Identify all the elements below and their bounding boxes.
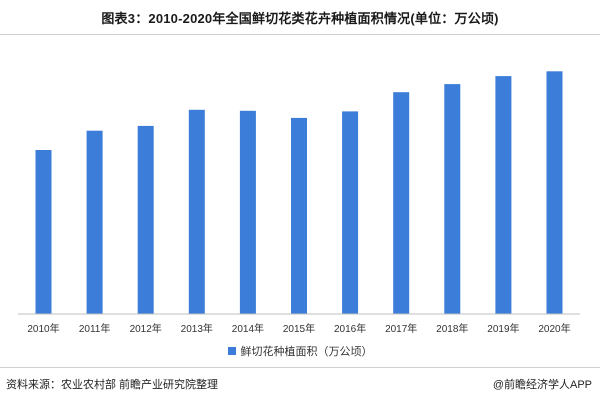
- legend: 鲜切花种植面积（万公顷）: [0, 343, 600, 359]
- x-tick-label: 2012年: [130, 322, 162, 335]
- chart-title: 图表3：2010-2020年全国鲜切花类花卉种植面积情况(单位：万公顷): [101, 11, 499, 26]
- bar-2010年: [35, 150, 52, 314]
- x-tick-label: 2015年: [283, 322, 315, 335]
- bar-2016年: [342, 111, 359, 315]
- bar-2014年: [239, 110, 256, 314]
- bar-series: [35, 71, 563, 315]
- title-divider: [0, 34, 600, 35]
- x-tick-label: 2011年: [79, 322, 111, 335]
- x-tick-label: 2017年: [385, 322, 417, 335]
- bar-2019年: [495, 76, 512, 314]
- bar-chart: 2010年 2011年 2012年 2013年 2014年 2015年 2016年 2017年…: [18, 71, 580, 335]
- bar-2018年: [444, 84, 461, 314]
- legend-label: 鲜切花种植面积（万公顷）: [240, 346, 373, 358]
- brand-credit: @前瞻经济学人APP: [492, 379, 592, 391]
- footer-divider: [0, 367, 600, 368]
- bar-2017年: [393, 92, 410, 314]
- source-note: 资料来源：农业农村部 前瞻产业研究院整理: [6, 379, 219, 391]
- bar-2011年: [86, 130, 103, 314]
- x-tick-label: 2016年: [334, 322, 366, 335]
- bar-2015年: [291, 117, 307, 315]
- bar-2013年: [188, 109, 205, 314]
- x-tick-label: 2013年: [181, 322, 213, 335]
- bar-2012年: [137, 125, 154, 315]
- legend-swatch: [227, 347, 236, 355]
- x-tick-label: 2018年: [436, 322, 468, 335]
- x-tick-label: 2020年: [538, 322, 570, 335]
- x-tick-label: 2019年: [487, 322, 519, 335]
- bar-2020年: [546, 71, 563, 314]
- x-tick-labels: 2010年 2011年 2012年 2013年 2014年 2015年 2016年 2017年…: [27, 322, 570, 335]
- x-tick-label: 2010年: [27, 322, 59, 335]
- x-tick-label: 2014年: [232, 322, 264, 335]
